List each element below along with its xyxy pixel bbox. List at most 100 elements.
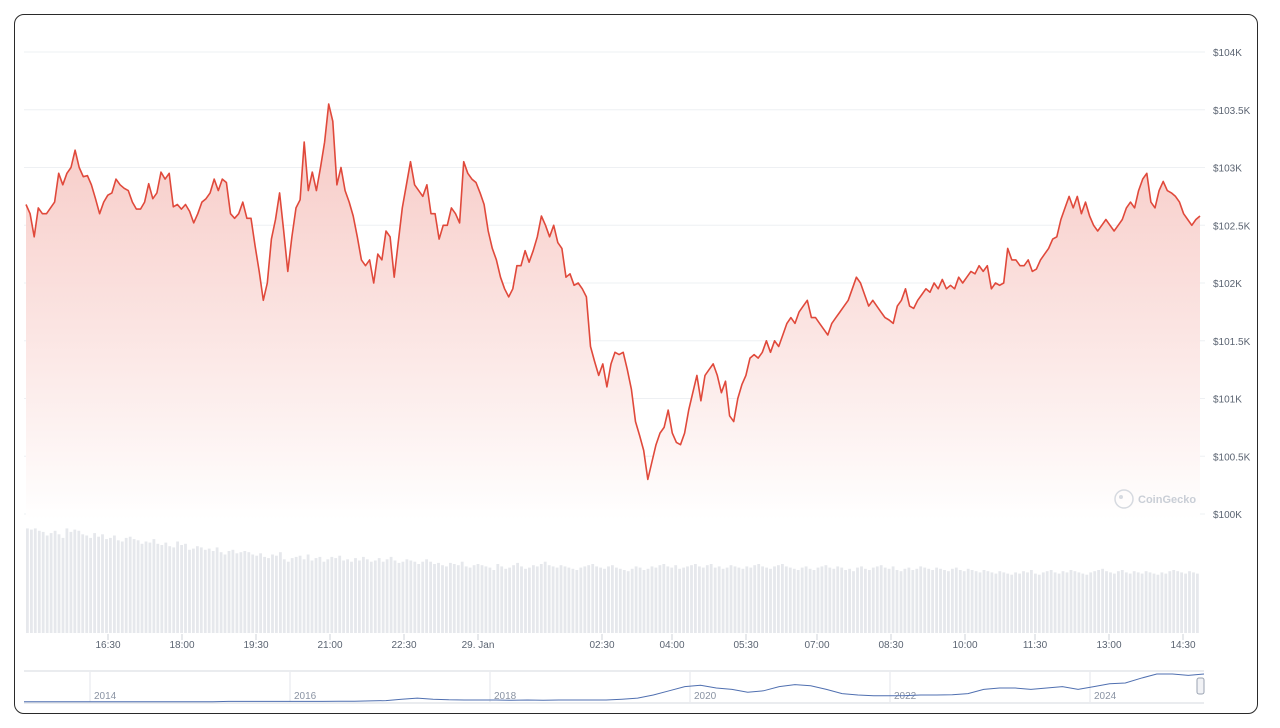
volume-bar: [844, 570, 847, 633]
volume-bar: [1196, 573, 1199, 633]
volume-bar: [674, 565, 678, 633]
volume-bar: [607, 566, 610, 633]
volume-bar: [575, 570, 579, 633]
x-tick-label: 02:30: [589, 640, 614, 651]
volume-bar: [33, 528, 37, 633]
volume-bar: [164, 542, 168, 633]
watermark-text: CoinGecko: [1138, 494, 1196, 506]
x-tick-label: 05:30: [733, 640, 758, 651]
volume-bar: [1160, 572, 1164, 633]
y-axis-labels: $100K $100.5K $101K $101.5K $102K $102.5K $103…: [1213, 48, 1251, 521]
volume-bar: [365, 559, 369, 633]
volume-bar: [792, 568, 796, 633]
volume-bar: [1176, 571, 1180, 633]
volume-bar: [500, 566, 504, 633]
volume-bar: [1117, 571, 1120, 633]
volume-bar: [828, 567, 832, 633]
x-tick-label: 10:00: [952, 640, 977, 651]
y-tick-label: $101.5K: [1213, 337, 1251, 348]
volume-bar: [615, 567, 618, 633]
volume-bar: [860, 566, 863, 633]
volume-bar: [405, 559, 409, 633]
x-tick-label: 22:30: [391, 640, 416, 651]
volume-bar: [634, 566, 638, 633]
volume-bar: [113, 535, 116, 633]
volume-bar: [449, 562, 452, 633]
volume-bar: [464, 566, 468, 633]
volume-bar: [85, 535, 89, 633]
volume-bar: [966, 568, 970, 633]
volume-bar: [1026, 572, 1029, 633]
volume-bar: [559, 565, 563, 633]
volume-bar: [765, 567, 768, 633]
volume-bar: [638, 567, 642, 633]
volume-bar: [943, 570, 946, 633]
volume-bar: [1077, 572, 1081, 633]
volume-bar: [954, 567, 958, 633]
volume-bar: [247, 552, 251, 633]
volume-bar: [1109, 572, 1112, 633]
volume-bar: [37, 530, 41, 633]
navigator-handle[interactable]: [1196, 677, 1205, 695]
volume-bar: [93, 533, 96, 633]
y-tick-label: $104K: [1213, 48, 1242, 59]
y-tick-label: $103.5K: [1213, 106, 1251, 117]
volume-bar: [761, 566, 764, 633]
volume-bar: [705, 565, 709, 633]
navigator-tick-label: 2022: [894, 691, 917, 702]
volume-bar: [840, 567, 844, 633]
volume-bar: [800, 567, 804, 633]
volume-bar: [255, 555, 259, 633]
volume-bar: [919, 566, 923, 633]
volume-bar: [196, 546, 199, 633]
volume-bar: [1018, 573, 1021, 633]
volume-bar: [662, 564, 666, 633]
volume-bar: [611, 565, 614, 633]
volume-bar: [1097, 570, 1100, 633]
volume-bar: [923, 567, 927, 633]
time-navigator[interactable]: 2014 2016 2018 2020 2022 2024: [24, 670, 1205, 704]
volume-bar: [721, 568, 725, 633]
volume-bar: [310, 560, 314, 633]
volume-bar: [425, 559, 428, 633]
volume-bar: [694, 564, 697, 633]
volume-bar: [773, 566, 776, 633]
y-tick-label: $100K: [1213, 510, 1242, 521]
volume-bar: [77, 530, 81, 633]
volume-bar: [1128, 573, 1132, 633]
volume-bar: [172, 547, 176, 633]
volume-bar: [61, 537, 65, 633]
volume-bar: [658, 565, 662, 633]
x-tick-label: 29. Jan: [462, 640, 495, 651]
volume-bar: [887, 568, 891, 633]
volume-bar: [346, 559, 349, 633]
navigator-tick-label: 2018: [494, 691, 517, 702]
volume-bar: [413, 561, 417, 633]
volume-bar: [188, 549, 191, 633]
volume-bar: [496, 564, 500, 633]
volume-bar: [753, 565, 757, 633]
x-tick-label: 13:00: [1096, 640, 1121, 651]
volume-bar: [152, 539, 156, 633]
volume-bar: [298, 555, 302, 633]
volume-bar: [812, 570, 816, 633]
volume-bar: [358, 560, 361, 633]
volume-bar: [49, 533, 53, 633]
volume-bar: [504, 568, 508, 633]
volume-bar: [235, 553, 239, 633]
volume-bar: [199, 547, 203, 633]
volume-bar: [1045, 571, 1049, 633]
volume-bar: [595, 566, 598, 633]
volume-bar: [788, 567, 792, 633]
volume-bar: [864, 568, 867, 633]
volume-bar: [1053, 572, 1057, 633]
price-area: [26, 104, 1200, 520]
volume-bar: [124, 537, 128, 633]
volume-bar: [275, 555, 278, 633]
volume-bar: [184, 543, 187, 633]
volume-bar: [535, 566, 539, 633]
volume-bar: [57, 534, 61, 633]
volume-bar: [1168, 571, 1172, 633]
volume-bar: [488, 567, 492, 633]
volume-bar: [441, 565, 444, 633]
